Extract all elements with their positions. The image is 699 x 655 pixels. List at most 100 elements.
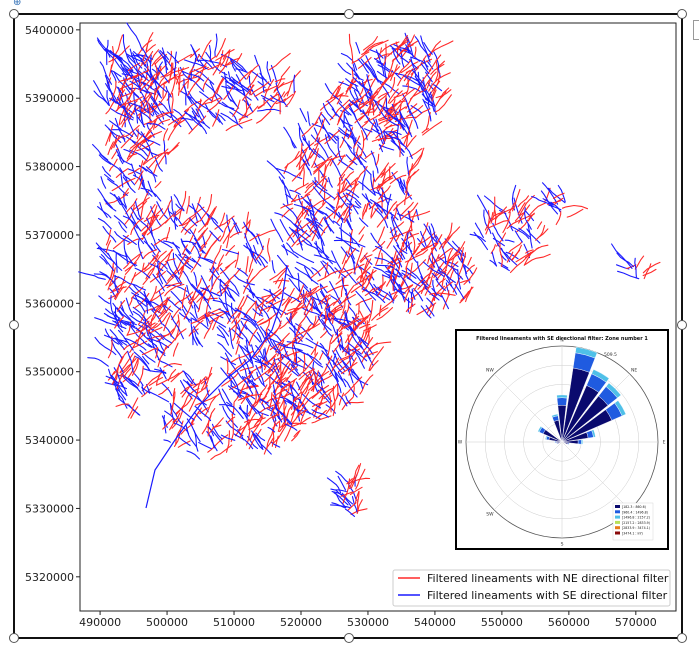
se-lineament <box>345 178 352 188</box>
ne-lineament <box>236 296 245 312</box>
ne-lineament <box>109 80 117 102</box>
se-lineament <box>306 223 320 240</box>
se-lineament <box>199 91 213 102</box>
se-lineament <box>139 90 149 111</box>
se-lineament <box>365 193 372 209</box>
resize-handle-top[interactable] <box>344 9 354 19</box>
se-lineament <box>198 53 214 70</box>
resize-handle-left[interactable] <box>9 320 19 330</box>
ne-lineament <box>297 323 312 344</box>
ne-lineament <box>280 66 291 78</box>
se-lineament <box>302 307 323 317</box>
ne-lineament <box>202 77 209 90</box>
ne-lineament <box>312 155 333 175</box>
ne-lineament <box>214 215 235 230</box>
se-lineament <box>325 363 338 382</box>
se-lineament <box>266 160 285 179</box>
ne-lineament <box>361 274 370 287</box>
resize-handle-top-right[interactable] <box>677 9 687 19</box>
ne-lineament <box>499 243 503 268</box>
ne-lineament <box>447 246 460 263</box>
se-lineament <box>346 218 353 231</box>
ne-lineament <box>126 143 141 162</box>
resize-handle-bottom-left[interactable] <box>9 633 19 643</box>
ne-lineament <box>283 401 286 421</box>
resize-handle-right[interactable] <box>677 320 687 330</box>
ne-lineament <box>404 286 410 303</box>
ne-lineament <box>141 387 152 398</box>
ne-lineament <box>309 264 327 279</box>
ne-lineament <box>279 309 298 330</box>
ne-lineament <box>166 73 177 101</box>
ne-lineament <box>256 294 272 309</box>
se-lineament <box>245 242 253 258</box>
se-lineament <box>115 149 124 165</box>
ne-lineament <box>162 84 165 98</box>
ne-lineament <box>167 253 187 282</box>
ne-lineament <box>291 194 298 203</box>
se-lineament <box>182 270 198 293</box>
ne-lineament <box>357 96 364 110</box>
ne-lineament <box>368 341 392 350</box>
se-lineament <box>247 378 256 388</box>
ne-lineament <box>517 195 530 208</box>
ne-lineament <box>281 207 294 218</box>
se-lineament <box>186 418 201 442</box>
ne-lineament <box>309 224 316 233</box>
ne-lineament <box>266 428 274 450</box>
resize-handle-bottom[interactable] <box>344 633 354 643</box>
se-lineament <box>238 406 248 420</box>
se-lineament <box>159 49 169 61</box>
ne-lineament <box>508 241 523 254</box>
ne-lineament <box>287 366 298 374</box>
ne-lineament <box>245 256 249 275</box>
se-lineament <box>369 49 384 59</box>
se-lineament <box>325 307 334 327</box>
ne-lineament <box>381 187 384 214</box>
ne-lineament <box>318 295 328 305</box>
side-panel-tab[interactable] <box>693 20 699 40</box>
ne-lineament <box>225 57 241 66</box>
ne-lineament <box>130 406 139 419</box>
se-lineament <box>319 290 331 308</box>
ne-lineament <box>405 72 414 86</box>
resize-handle-bottom-right[interactable] <box>677 633 687 643</box>
y-tick-label: 5350000 <box>25 366 74 379</box>
se-lineament <box>383 131 402 136</box>
se-lineament <box>498 261 509 269</box>
ne-lineament <box>190 253 202 273</box>
ne-lineament <box>347 502 357 512</box>
ne-lineament <box>132 340 148 349</box>
ne-lineament <box>298 305 313 326</box>
ne-lineament <box>190 314 210 325</box>
se-lineament <box>114 306 119 324</box>
ne-lineament <box>163 363 182 368</box>
ne-lineament <box>525 249 534 254</box>
se-lineament <box>422 261 445 278</box>
se-lineament <box>347 305 365 325</box>
se-lineament <box>361 80 370 102</box>
se-lineament <box>129 48 139 77</box>
ne-lineament <box>246 376 251 390</box>
ne-lineament <box>236 53 243 63</box>
se-lineament <box>186 284 200 311</box>
ne-lineament <box>413 272 431 292</box>
ne-lineament <box>222 222 238 244</box>
se-lineament <box>293 74 296 94</box>
rotate-icon[interactable]: ⊕ <box>13 0 22 8</box>
ne-lineament <box>364 152 375 160</box>
ne-lineament <box>225 259 237 269</box>
legend-box <box>392 569 671 607</box>
se-lineament <box>401 269 417 279</box>
ne-lineament <box>136 320 150 346</box>
ne-lineament <box>377 226 385 244</box>
ne-lineament <box>301 200 304 217</box>
rose-petal <box>568 442 570 446</box>
ne-lineament <box>346 478 353 485</box>
se-lineament <box>491 251 498 267</box>
se-lineament <box>397 178 406 195</box>
ne-lineament <box>353 135 361 149</box>
resize-handle-top-left[interactable] <box>9 9 19 19</box>
ne-lineament <box>111 147 119 160</box>
se-lineament <box>129 314 154 331</box>
